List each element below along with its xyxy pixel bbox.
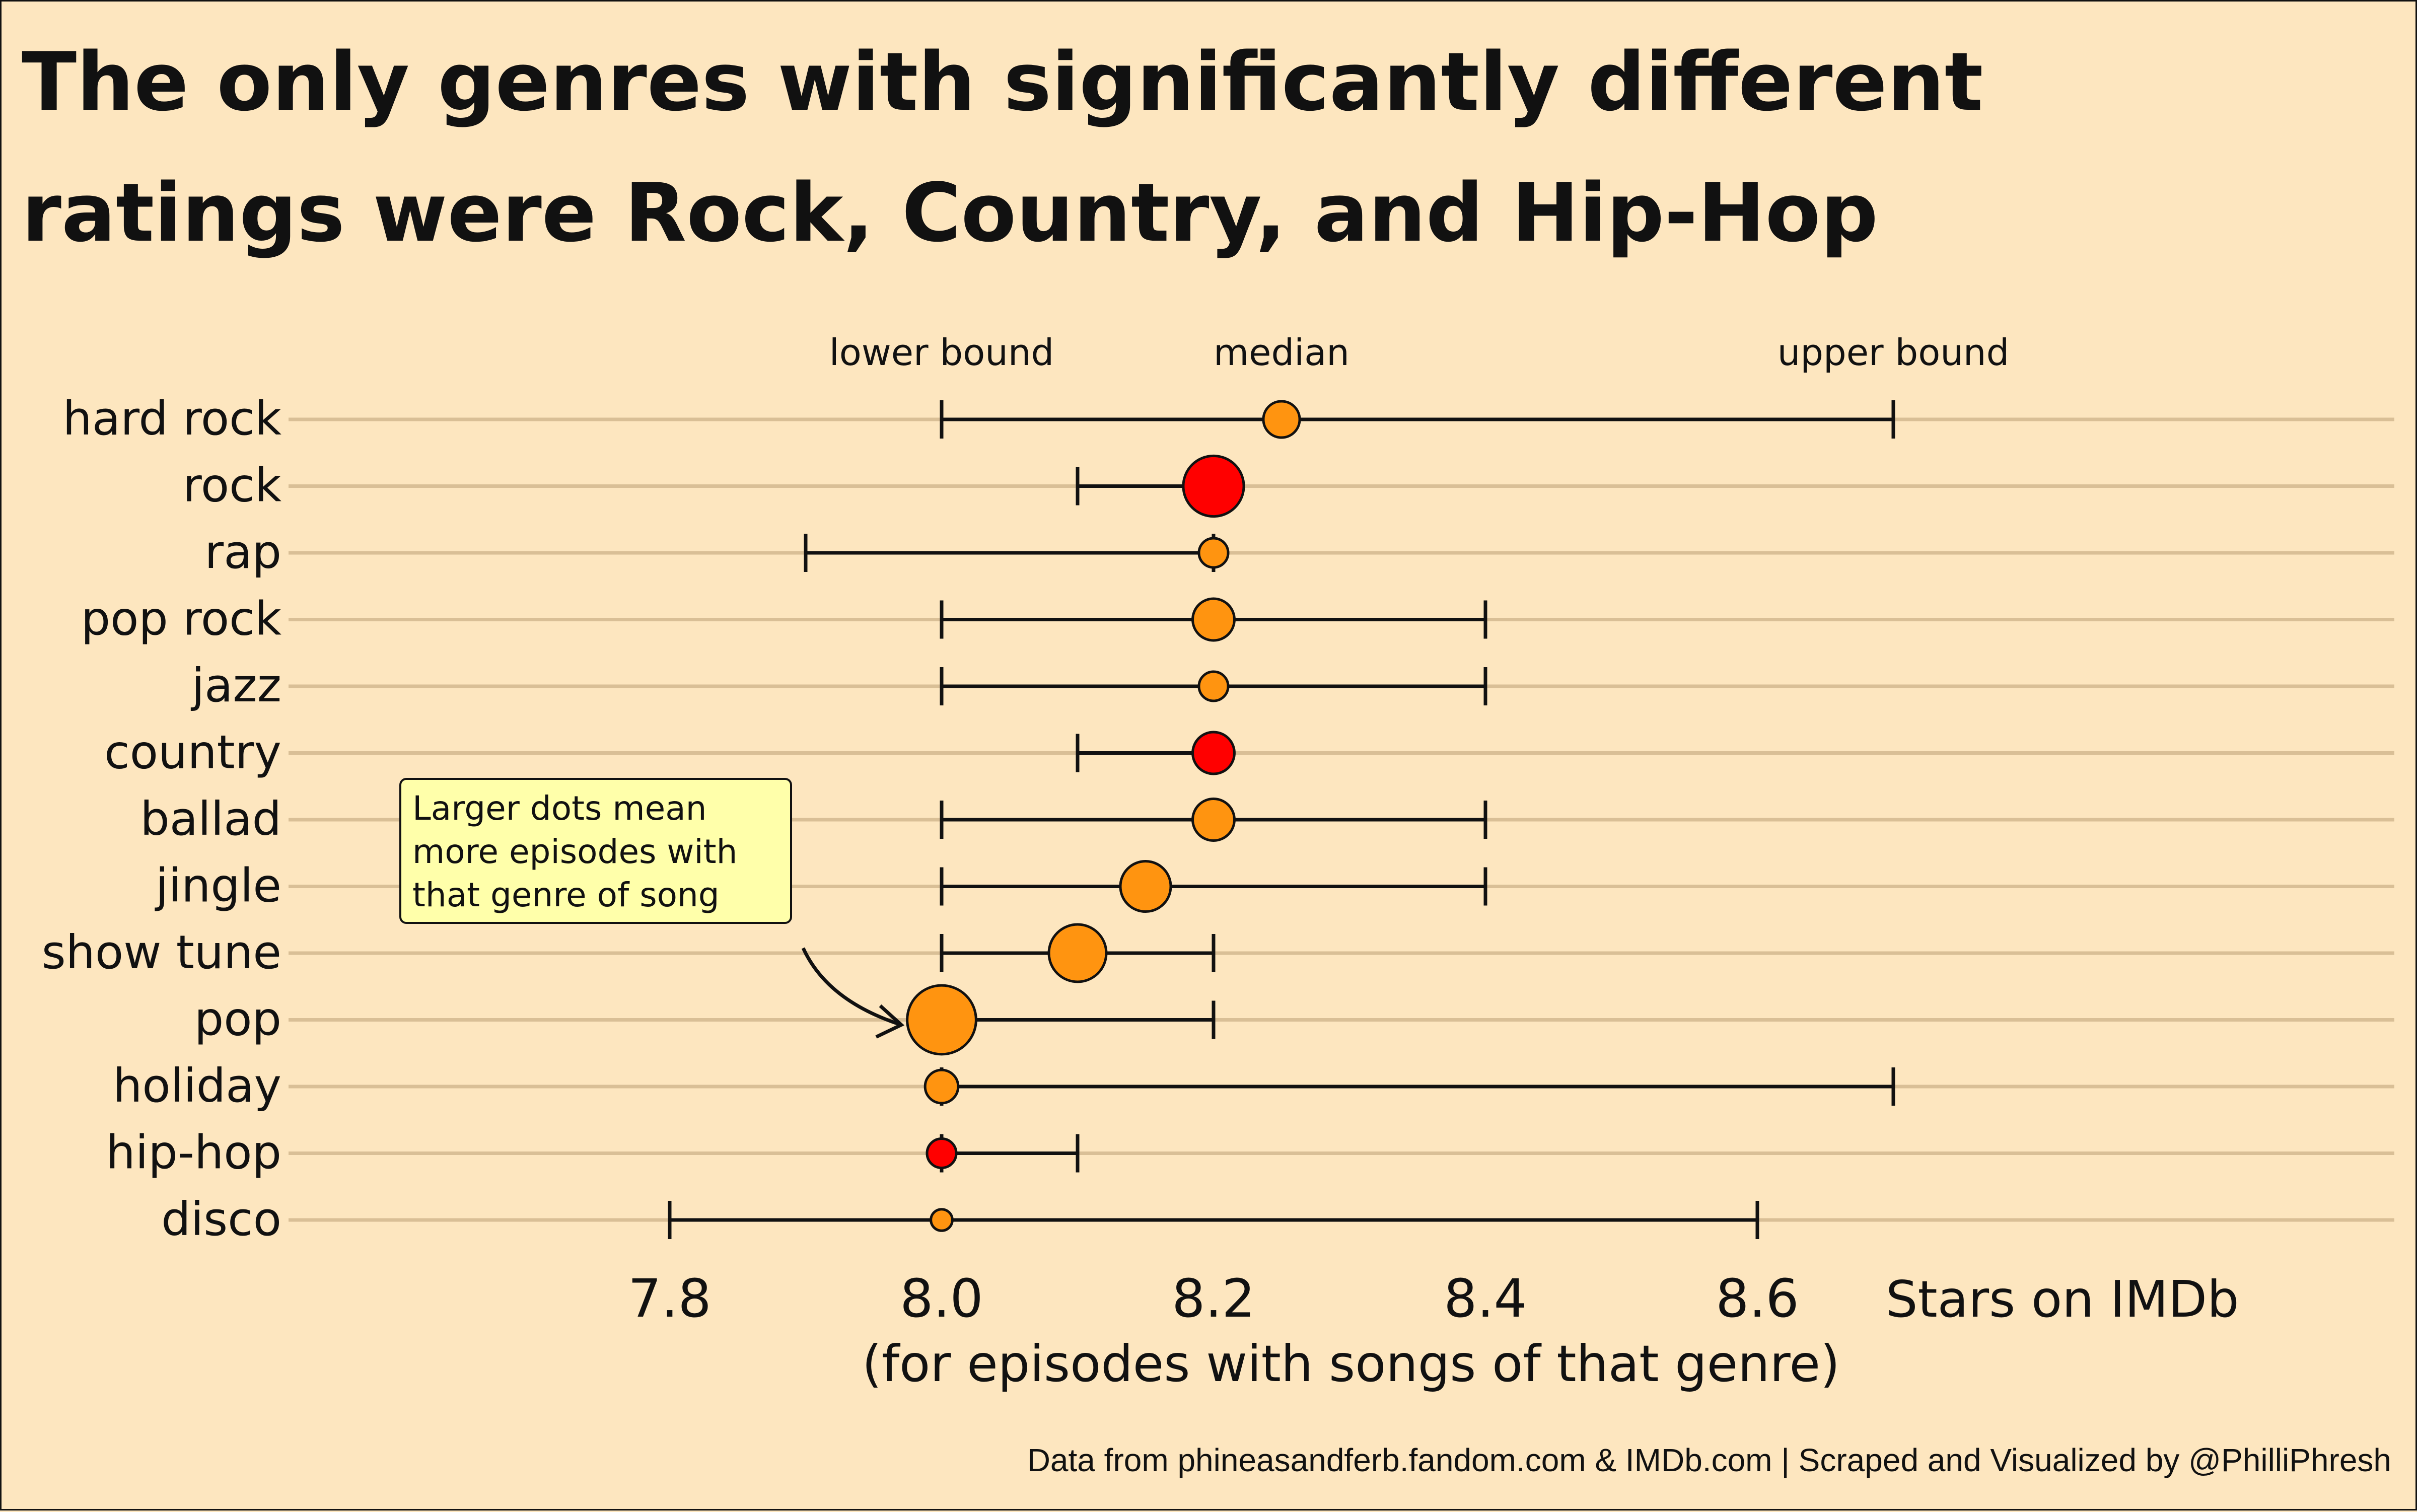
size-annotation: Larger dots mean more episodes with that… xyxy=(399,778,792,924)
median-dot-holiday xyxy=(923,1068,960,1105)
x-tick-label: 8.0 xyxy=(900,1268,983,1329)
genre-label-jingle: jingle xyxy=(155,859,281,913)
x-tick-label: 8.2 xyxy=(1172,1268,1255,1329)
genre-label-ballad: ballad xyxy=(140,792,281,846)
median-dots xyxy=(906,400,1301,1232)
genre-label-hip-hop: hip-hop xyxy=(106,1126,281,1180)
chart-title: The only genres with significantly diffe… xyxy=(22,17,2036,278)
x-tick-label: 8.6 xyxy=(1716,1268,1799,1329)
chart-title-line-1: The only genres with significantly diffe… xyxy=(22,35,1983,129)
x-axis-ticks: 7.8 8.0 8.2 8.4 8.6 xyxy=(628,1268,1799,1329)
genre-label-show-tune: show tune xyxy=(42,925,281,979)
genre-label-rock: rock xyxy=(183,459,282,513)
x-axis-unit-label: Stars on IMDb xyxy=(1886,1270,2239,1329)
median-dot-pop xyxy=(906,984,977,1056)
median-dot-country xyxy=(1191,731,1236,775)
upper-bound-label: upper bound xyxy=(1778,331,2010,374)
bound-labels: lower bound median upper bound xyxy=(829,331,2010,374)
median-dot-rap xyxy=(1197,537,1230,569)
lower-bound-label: lower bound xyxy=(829,331,1054,374)
median-dot-pop-rock xyxy=(1191,597,1236,642)
median-dot-disco xyxy=(930,1208,954,1232)
genre-label-rap: rap xyxy=(204,525,281,579)
median-dot-jingle xyxy=(1119,859,1172,913)
x-tick-label: 8.4 xyxy=(1444,1268,1527,1329)
annotation-arrow xyxy=(801,947,902,1027)
x-axis-title: (for episodes with songs of that genre) xyxy=(862,1334,1840,1393)
median-dot-jazz xyxy=(1197,670,1230,702)
x-tick-label: 7.8 xyxy=(628,1268,711,1329)
median-dot-hard-rock xyxy=(1262,400,1301,439)
median-dot-show-tune xyxy=(1047,923,1108,983)
genre-label-pop: pop xyxy=(194,992,281,1046)
genre-label-country: country xyxy=(104,726,281,779)
median-label: median xyxy=(1214,331,1349,374)
genre-label-pop-rock: pop rock xyxy=(81,592,282,646)
median-dot-rock xyxy=(1182,454,1245,518)
median-dot-ballad xyxy=(1191,798,1236,842)
median-dot-hip-hop xyxy=(926,1137,958,1169)
annotation-arrow-head xyxy=(875,1004,905,1039)
chart-title-line-2: ratings were Rock, Country, and Hip-Hop xyxy=(22,166,1878,260)
data-credit: Data from phineasandferb.fandom.com & IM… xyxy=(1027,1442,2391,1478)
genre-label-holiday: holiday xyxy=(113,1059,281,1113)
genre-label-hard-rock: hard rock xyxy=(63,392,282,446)
genre-label-jazz: jazz xyxy=(190,659,281,712)
genre-labels: hard rock rock rap pop rock jazz country balla… xyxy=(42,392,282,1246)
genre-label-disco: disco xyxy=(161,1192,281,1246)
